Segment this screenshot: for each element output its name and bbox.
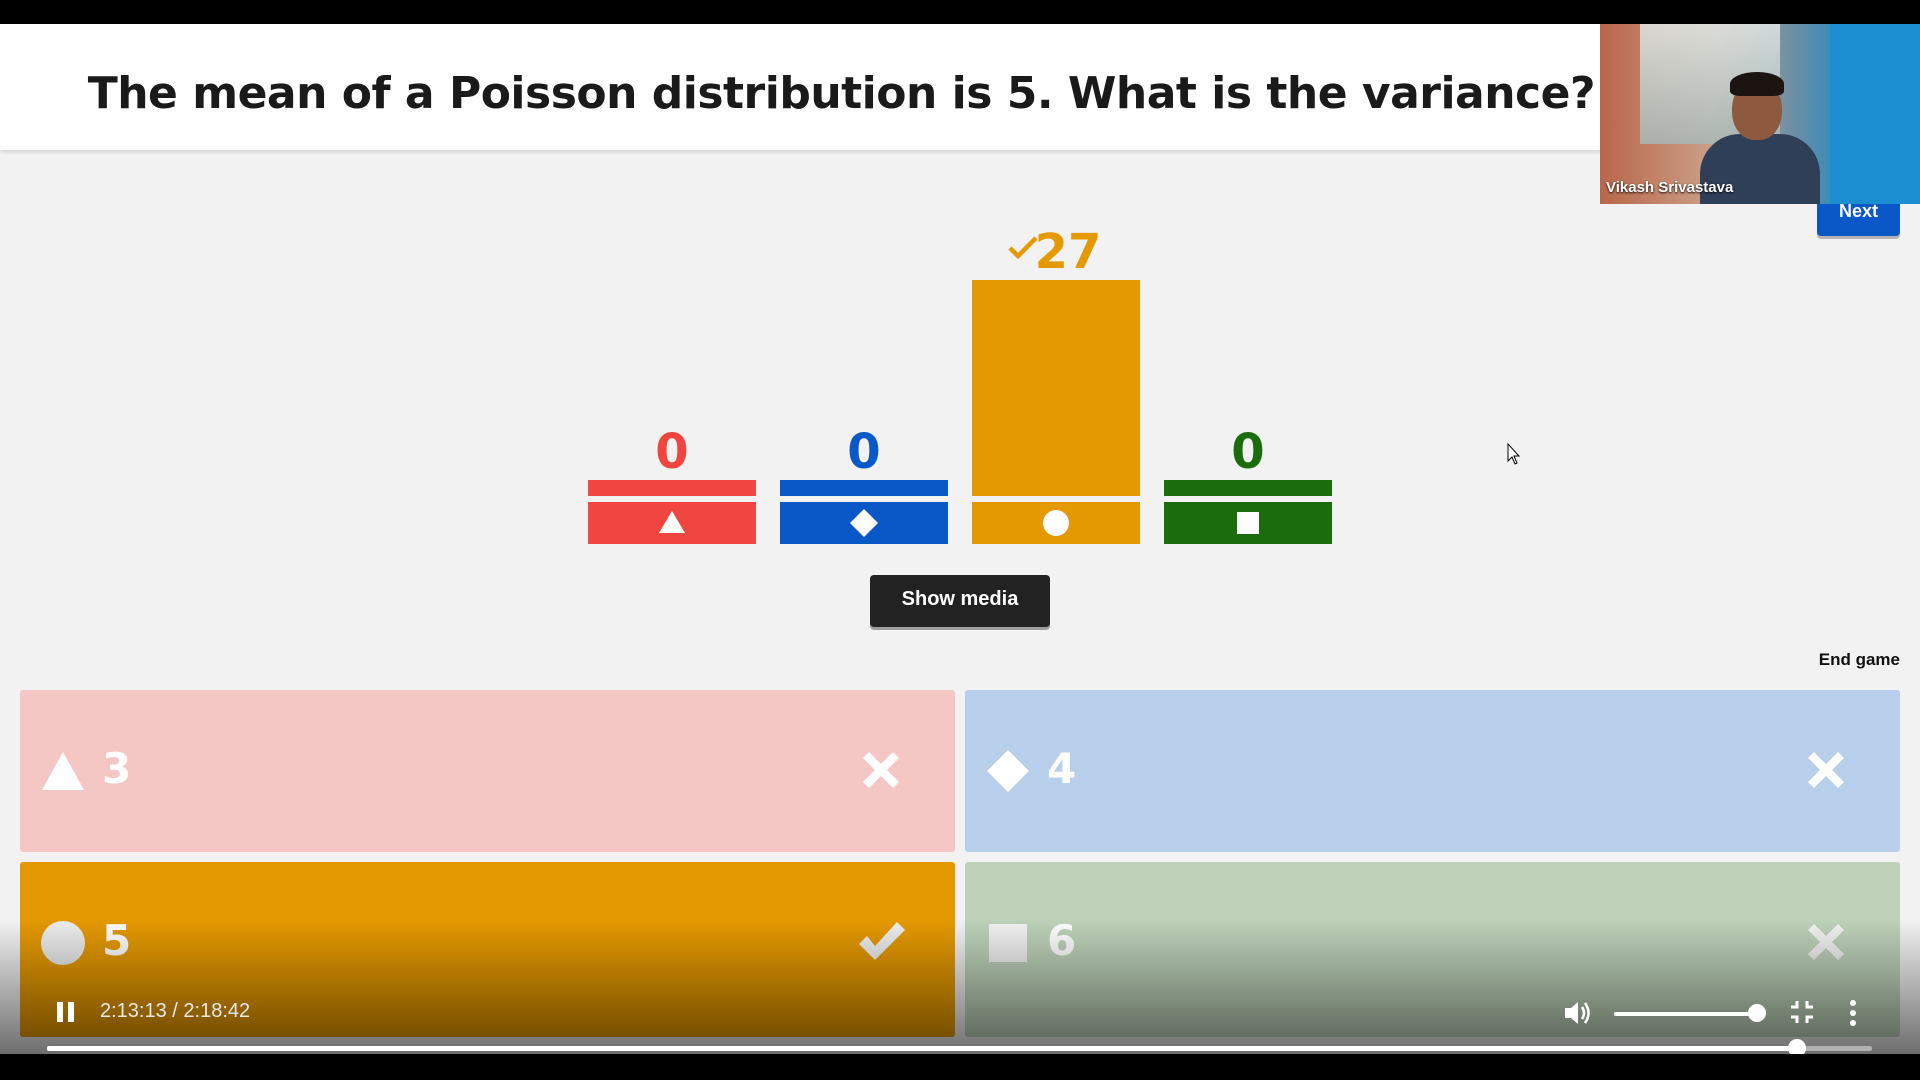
triangle-icon xyxy=(659,511,685,533)
show-media-button[interactable]: Show media xyxy=(870,575,1050,627)
square-icon xyxy=(989,924,1027,962)
circle-icon xyxy=(41,921,85,965)
volume-icon[interactable] xyxy=(1562,998,1594,1028)
end-game-link[interactable]: End game xyxy=(1818,650,1900,669)
results-chart-svg: 0 0 27 0 xyxy=(588,224,1332,544)
seek-bar[interactable] xyxy=(47,1039,1872,1054)
answer-label: 3 xyxy=(102,744,132,793)
square-icon xyxy=(1237,512,1259,534)
question-text: The mean of a Poisson distribution is 5.… xyxy=(87,68,1596,119)
seek-bar-played xyxy=(47,1046,1798,1051)
diamond-icon xyxy=(850,509,878,537)
bar-count-circle: 27 xyxy=(1035,224,1102,280)
cross-icon xyxy=(863,752,899,788)
answer-tile-diamond[interactable]: 4 xyxy=(965,690,1900,852)
results-chart: 0 0 27 0 xyxy=(588,164,1332,564)
correct-check-icon xyxy=(1008,236,1038,260)
bar-triangle xyxy=(588,480,756,496)
video-controls: 2:13:13 / 2:18:42 xyxy=(0,984,1920,1054)
answer-label: 5 xyxy=(102,916,132,965)
check-icon xyxy=(859,922,905,960)
circle-icon xyxy=(1043,510,1069,536)
bar-circle xyxy=(972,280,1140,496)
volume-slider-handle[interactable] xyxy=(1748,1004,1766,1022)
answer-tile-triangle[interactable]: 3 xyxy=(20,690,955,852)
game-stage: The mean of a Poisson distribution is 5.… xyxy=(0,24,1920,1054)
bar-count-triangle: 0 xyxy=(655,424,688,480)
bar-count-square: 0 xyxy=(1231,424,1264,480)
bar-count-diamond: 0 xyxy=(847,424,880,480)
bar-diamond xyxy=(780,480,948,496)
diamond-icon xyxy=(987,750,1029,792)
cross-icon xyxy=(1808,752,1844,788)
more-options-icon[interactable] xyxy=(1847,998,1859,1028)
answer-label: 4 xyxy=(1047,744,1077,793)
webcam-name: Vikash Srivastava xyxy=(1606,179,1734,196)
mouse-cursor-icon xyxy=(1507,443,1521,465)
seek-bar-handle[interactable] xyxy=(1788,1039,1807,1054)
answer-label: 6 xyxy=(1047,916,1077,965)
cross-icon xyxy=(1808,924,1844,960)
exit-fullscreen-icon[interactable] xyxy=(1788,998,1816,1026)
pause-icon[interactable] xyxy=(52,998,80,1026)
time-display: 2:13:13 / 2:18:42 xyxy=(100,1000,251,1022)
volume-slider[interactable] xyxy=(1614,1012,1758,1016)
triangle-icon xyxy=(42,752,84,790)
webcam-tile: Vikash Srivastava xyxy=(1600,24,1920,204)
bar-square xyxy=(1164,480,1332,496)
